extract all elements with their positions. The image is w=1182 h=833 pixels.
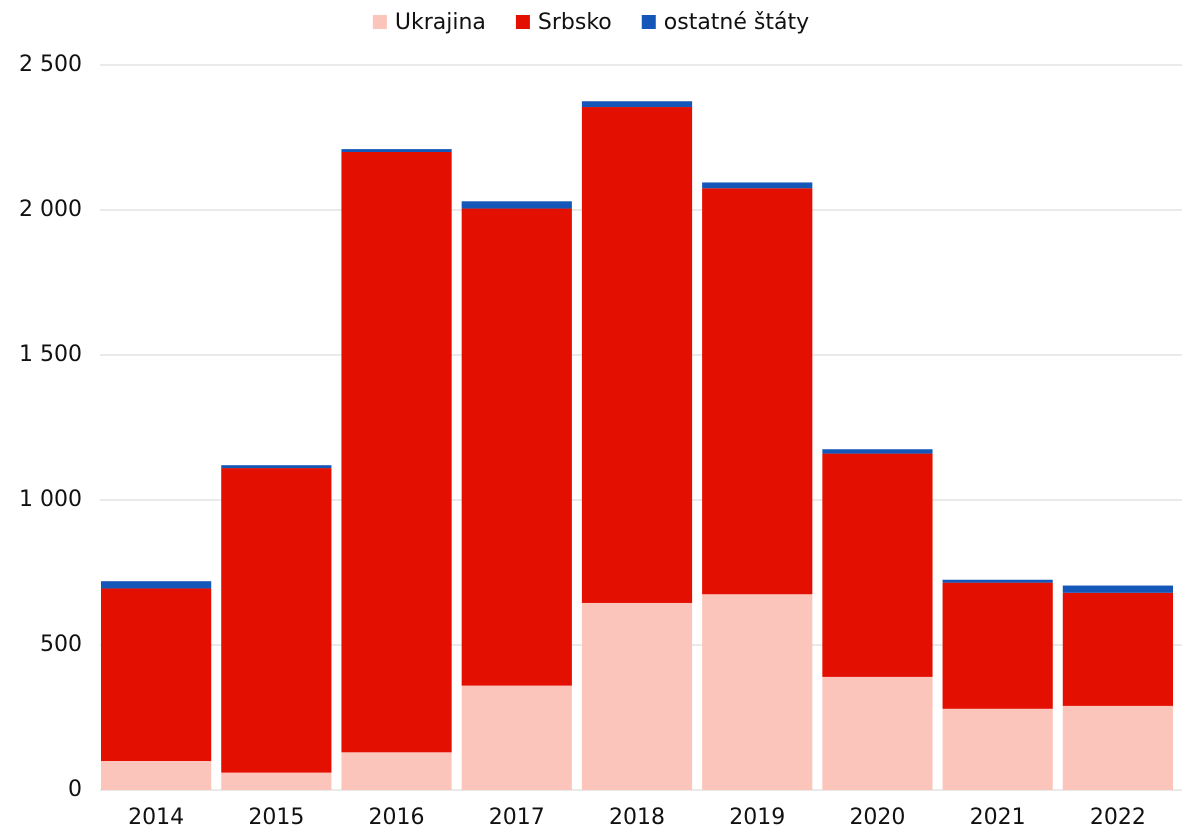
x-tick-label: 2016 — [369, 805, 425, 830]
bar-segment — [581, 107, 693, 603]
y-tick-label: 0 — [68, 777, 82, 802]
x-tick-label: 2018 — [609, 805, 665, 830]
bar-segment — [101, 588, 212, 761]
bar-segment — [942, 708, 1053, 790]
x-tick-label: 2020 — [849, 805, 905, 830]
bar-segment — [221, 465, 332, 469]
x-tick-label: 2017 — [489, 805, 545, 830]
legend-label: ostatné štáty — [664, 10, 809, 35]
bar-segment — [942, 582, 1053, 709]
bar-segment — [822, 449, 933, 454]
y-tick-label: 2 000 — [19, 197, 82, 222]
y-tick-label: 1 500 — [19, 342, 82, 367]
legend-label: Srbsko — [538, 10, 612, 35]
x-tick-label: 2022 — [1090, 805, 1146, 830]
x-tick-label: 2021 — [970, 805, 1026, 830]
legend-label: Ukrajina — [395, 10, 486, 35]
x-tick-label: 2015 — [248, 805, 304, 830]
bar-segment — [702, 594, 813, 790]
bar-segment — [942, 579, 1053, 583]
bar-segment — [822, 676, 933, 790]
bar-segment — [341, 149, 452, 152]
bar-segment — [221, 468, 332, 773]
legend-swatch — [372, 15, 387, 29]
bar-segment — [101, 761, 212, 790]
y-tick-label: 500 — [40, 632, 82, 657]
bar-segment — [341, 152, 452, 753]
bar-segment — [1062, 705, 1173, 790]
legend-swatch — [515, 15, 530, 29]
bar-segment — [221, 772, 332, 790]
y-tick-label: 2 500 — [19, 52, 82, 77]
bar-segment — [1062, 592, 1173, 706]
bar-segment — [461, 685, 572, 790]
bar-segment — [101, 581, 212, 589]
legend-swatch — [641, 15, 656, 29]
bar-segment — [461, 201, 572, 209]
bar-segment — [702, 182, 813, 189]
bar-segment — [581, 101, 693, 108]
bar-segment — [461, 208, 572, 686]
bar-segment — [702, 188, 813, 595]
bar-segment — [341, 752, 452, 790]
bar-segment — [822, 453, 933, 677]
x-tick-label: 2019 — [729, 805, 785, 830]
bar-segment — [1062, 585, 1173, 593]
y-tick-label: 1 000 — [19, 487, 82, 512]
x-tick-label: 2014 — [128, 805, 184, 830]
bar-segment — [581, 602, 693, 790]
